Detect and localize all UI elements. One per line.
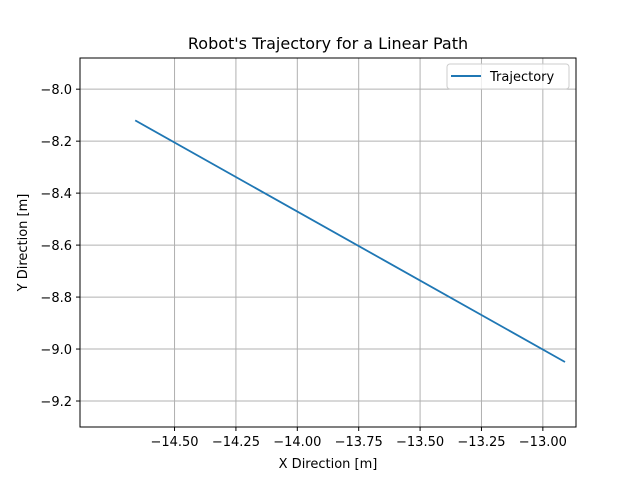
y-tick-label: −9.2: [40, 395, 72, 410]
x-tick-label: −13.75: [335, 435, 383, 450]
series-line-trajectory: [134, 119, 566, 363]
y-axis-label: Y Direction [m]: [16, 194, 31, 293]
y-tick-label: −9.0: [40, 343, 72, 358]
legend-label-trajectory: Trajectory: [489, 70, 554, 85]
x-tick-label: −13.25: [457, 435, 505, 450]
plot-frame: [79, 57, 577, 428]
legend: Trajectory: [446, 63, 570, 90]
y-tick-label: −8.4: [40, 187, 72, 202]
y-tick-label: −8.0: [40, 83, 72, 98]
x-tick-label: −14.50: [150, 435, 198, 450]
legend-box: [446, 63, 570, 90]
y-tick-label: −8.2: [40, 135, 72, 150]
y-tick-label: −8.6: [40, 239, 72, 254]
x-tick-label: −14.00: [273, 435, 321, 450]
x-tick-label: −14.25: [212, 435, 260, 450]
grid: [80, 58, 576, 427]
x-tick-label: −13.00: [519, 435, 567, 450]
y-tick-label: −8.8: [40, 291, 72, 306]
chart-title: Robot's Trajectory for a Linear Path: [188, 34, 468, 53]
x-tick-label: −13.50: [396, 435, 444, 450]
x-axis-label: X Direction [m]: [279, 457, 378, 472]
series-layer: [134, 119, 566, 363]
ticks: −14.50 −14.25 −14.00 −13.75 −13.50 −13.25 −13.…: [40, 83, 566, 450]
